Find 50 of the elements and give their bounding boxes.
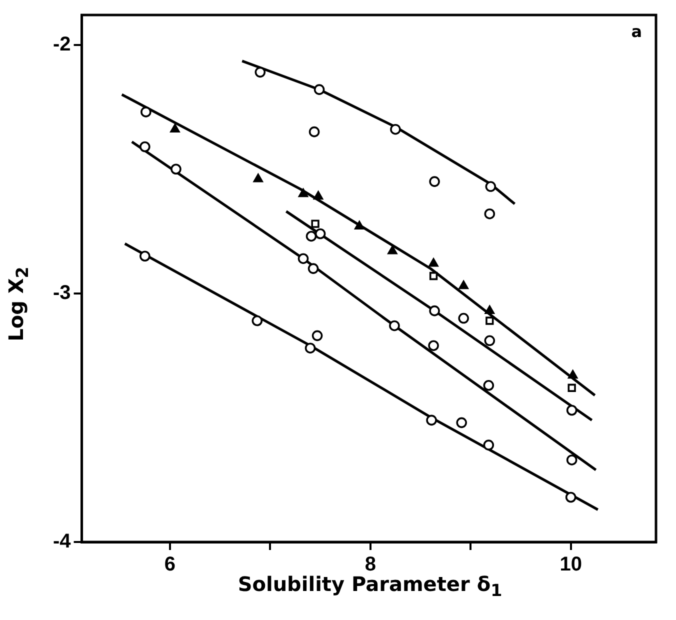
point (429, 305, 440, 316)
point (388, 246, 398, 254)
y-tick-label: -4 (52, 530, 72, 553)
point (428, 340, 439, 352)
point (298, 253, 309, 264)
point (429, 176, 440, 187)
point (390, 124, 401, 135)
point (170, 124, 180, 132)
point (308, 126, 320, 138)
point (304, 342, 316, 354)
x-tick-label: 10 (560, 554, 582, 576)
point (298, 188, 308, 198)
x-tick-label: 6 (164, 554, 176, 576)
point (483, 380, 494, 391)
point (429, 272, 438, 280)
point (314, 84, 325, 95)
point (486, 316, 494, 325)
point (483, 440, 494, 450)
point (140, 250, 150, 262)
point (252, 315, 263, 326)
point (456, 417, 467, 428)
point (254, 66, 266, 78)
point (140, 141, 150, 152)
y-tick-label: -2 (52, 33, 71, 56)
point (306, 230, 317, 242)
point (170, 164, 182, 175)
point (458, 280, 468, 290)
point (484, 208, 496, 220)
point (566, 404, 578, 416)
point (566, 454, 578, 466)
point (314, 228, 326, 240)
point (428, 258, 438, 267)
point (568, 370, 578, 379)
point (354, 220, 364, 230)
point (308, 263, 319, 274)
y-tick-label: -3 (52, 282, 71, 304)
point (389, 320, 400, 332)
point (253, 174, 263, 182)
point (140, 106, 152, 118)
point (426, 414, 437, 426)
point (484, 335, 496, 346)
point (458, 312, 469, 324)
point (565, 492, 576, 503)
point (313, 191, 324, 200)
point (484, 305, 494, 314)
point (312, 330, 323, 342)
point (568, 384, 576, 392)
point (311, 220, 320, 228)
annotation: a (631, 22, 642, 41)
point (485, 181, 496, 192)
